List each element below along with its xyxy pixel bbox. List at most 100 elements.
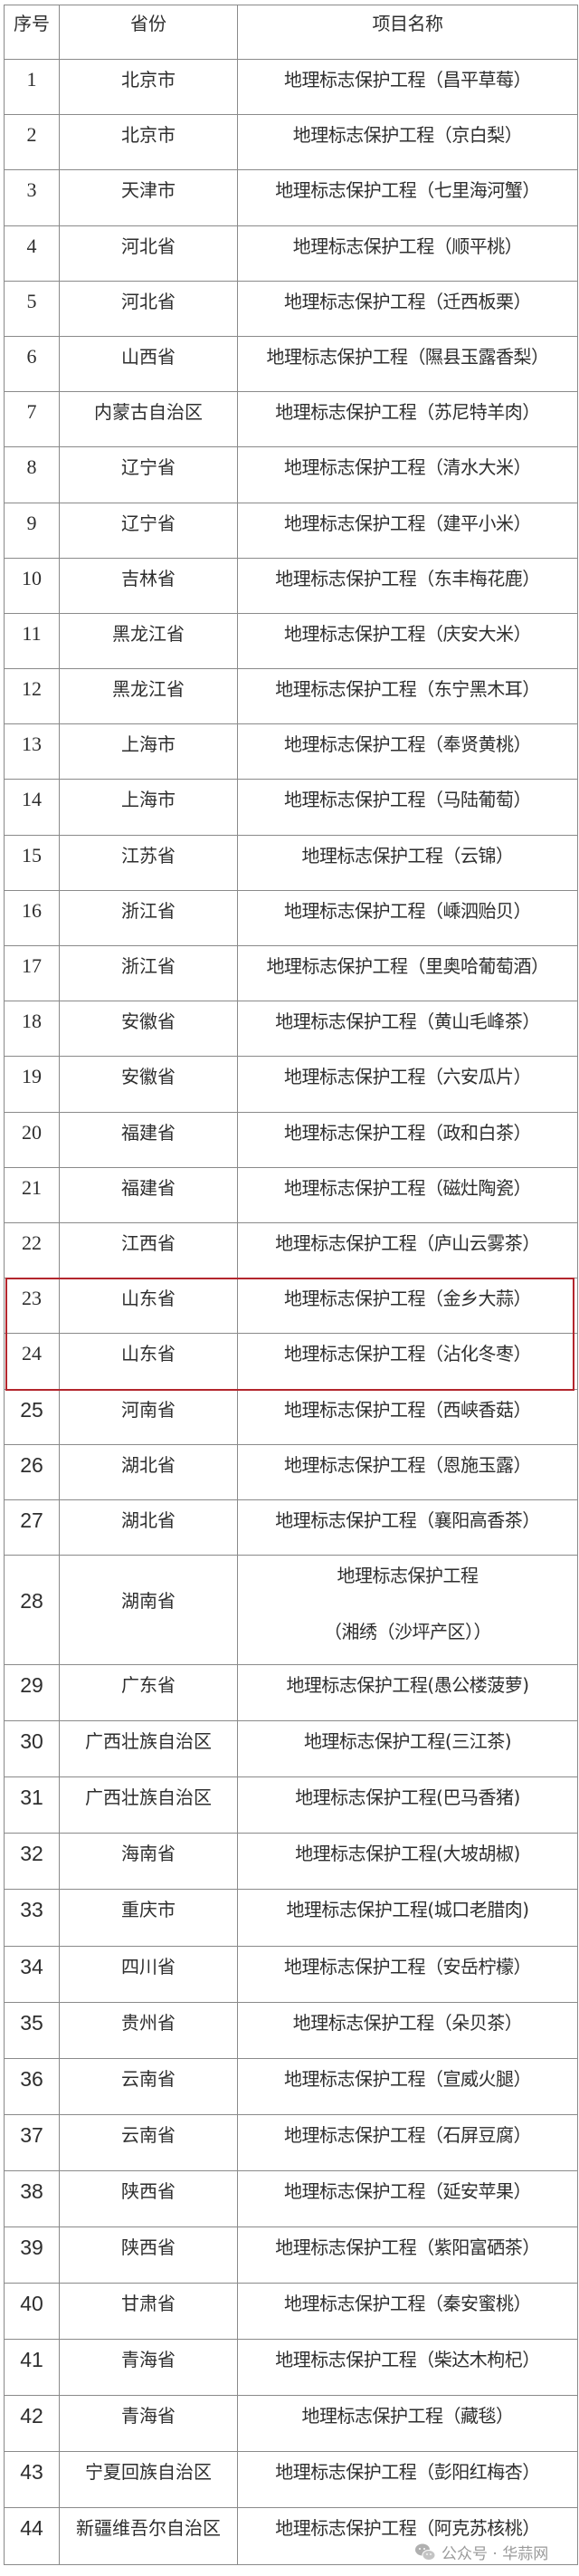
row-number: 9 <box>5 503 60 558</box>
table-row: 14 上海市 地理标志保护工程（马陆葡萄） <box>5 780 578 836</box>
project-cell: 地理标志保护工程（昌平草莓） <box>238 60 578 115</box>
province-cell: 广西壮族自治区 <box>60 1777 238 1834</box>
province-cell: 湖南省 <box>60 1556 238 1665</box>
table-row: 32 海南省 地理标志保护工程(大坡胡椒) <box>5 1834 578 1891</box>
row-number: 33 <box>5 1890 60 1946</box>
project-cell: 地理标志保护工程（柴达木枸杞） <box>238 2340 578 2396</box>
table-row: 44 新疆维吾尔自治区 地理标志保护工程（阿克苏核桃） <box>5 2508 578 2565</box>
row-number: 3 <box>5 170 60 225</box>
project-cell: 地理标志保护工程（迁西板栗） <box>238 281 578 336</box>
project-cell: 地理标志保护工程（恩施玉露） <box>238 1444 578 1499</box>
province-cell: 浙江省 <box>60 946 238 1001</box>
province-cell: 黑龙江省 <box>60 669 238 724</box>
province-cell: 贵州省 <box>60 2002 238 2058</box>
project-line-1: 地理标志保护工程 <box>337 1565 479 1587</box>
row-number: 19 <box>5 1057 60 1112</box>
row-number: 14 <box>5 780 60 835</box>
watermark: 公众号 · 华蒜网 <box>414 2541 548 2563</box>
project-cell: 地理标志保护工程(三江茶) <box>238 1721 578 1777</box>
province-cell: 福建省 <box>60 1167 238 1222</box>
project-cell: 地理标志保护工程（黄山毛峰茶） <box>238 1001 578 1057</box>
table-row: 13 上海市 地理标志保护工程（奉贤黄桃） <box>5 724 578 780</box>
province-cell: 青海省 <box>60 2340 238 2396</box>
project-cell: 地理标志保护工程（朵贝茶） <box>238 2002 578 2058</box>
project-cell: 地理标志保护工程（六安瓜片） <box>238 1057 578 1112</box>
project-cell: 地理标志保护工程（秦安蜜桃） <box>238 2284 578 2340</box>
table-row: 29 广东省 地理标志保护工程(愚公楼菠萝) <box>5 1665 578 1722</box>
province-cell: 河南省 <box>60 1389 238 1444</box>
table-row: 9 辽宁省 地理标志保护工程（建平小米） <box>5 503 578 559</box>
province-cell: 宁夏回族自治区 <box>60 2452 238 2508</box>
row-number: 29 <box>5 1665 60 1721</box>
row-number: 36 <box>5 2058 60 2114</box>
province-cell: 湖北省 <box>60 1444 238 1499</box>
province-cell: 湖北省 <box>60 1499 238 1556</box>
province-cell: 上海市 <box>60 780 238 835</box>
row-number: 27 <box>5 1499 60 1556</box>
table-row: 4 河北省 地理标志保护工程（顺平桃） <box>5 225 578 282</box>
table-row: 38 陕西省 地理标志保护工程（延安苹果） <box>5 2170 578 2227</box>
table-row: 20 福建省 地理标志保护工程（政和白茶） <box>5 1112 578 1168</box>
province-cell: 广东省 <box>60 1665 238 1721</box>
row-number: 17 <box>5 946 60 1001</box>
project-cell: 地理标志保护工程（藏毯） <box>238 2396 578 2452</box>
row-number: 32 <box>5 1834 60 1890</box>
table-row: 6 山西省 地理标志保护工程（隰县玉露香梨） <box>5 336 578 393</box>
project-cell: 地理标志保护工程(巴马香猪) <box>238 1777 578 1834</box>
table-row: 28 湖南省 地理标志保护工程 （湘绣（沙坪产区）） <box>5 1556 578 1666</box>
row-number: 6 <box>5 336 60 392</box>
table-row: 10 吉林省 地理标志保护工程（东丰梅花鹿） <box>5 558 578 614</box>
row-number: 42 <box>5 2396 60 2452</box>
province-cell: 上海市 <box>60 724 238 780</box>
table-row: 3 天津市 地理标志保护工程（七里海河蟹） <box>5 170 578 226</box>
province-cell: 辽宁省 <box>60 503 238 558</box>
province-cell: 新疆维吾尔自治区 <box>60 2508 238 2564</box>
province-cell: 安徽省 <box>60 1057 238 1112</box>
table-row: 12 黑龙江省 地理标志保护工程（东宁黑木耳） <box>5 669 578 725</box>
project-table: 序号 省份 项目名称 1 北京市 地理标志保护工程（昌平草莓） 2 北京市 地理标志保护工… <box>4 5 578 2565</box>
table-row: 18 安徽省 地理标志保护工程（黄山毛峰茶） <box>5 1001 578 1058</box>
row-number: 4 <box>5 225 60 281</box>
row-number: 13 <box>5 724 60 780</box>
row-number: 39 <box>5 2227 60 2284</box>
header-no: 序号 <box>5 5 60 59</box>
project-cell: 地理标志保护工程（政和白茶） <box>238 1112 578 1167</box>
row-number: 22 <box>5 1222 60 1278</box>
province-cell: 重庆市 <box>60 1890 238 1946</box>
table-row: 7 内蒙古自治区 地理标志保护工程（苏尼特羊肉） <box>5 392 578 448</box>
table-row: 41 青海省 地理标志保护工程（柴达木枸杞） <box>5 2340 578 2397</box>
project-cell: 地理标志保护工程（顺平桃） <box>238 225 578 281</box>
province-cell: 福建省 <box>60 1112 238 1167</box>
row-number: 16 <box>5 890 60 945</box>
table-row: 27 湖北省 地理标志保护工程（襄阳高香茶） <box>5 1499 578 1556</box>
table-row: 30 广西壮族自治区 地理标志保护工程(三江茶) <box>5 1721 578 1778</box>
row-number: 34 <box>5 1946 60 2002</box>
row-number: 35 <box>5 2002 60 2058</box>
province-cell: 辽宁省 <box>60 447 238 503</box>
row-number: 31 <box>5 1777 60 1834</box>
province-cell: 陕西省 <box>60 2227 238 2284</box>
row-number: 15 <box>5 835 60 890</box>
province-cell: 北京市 <box>60 60 238 115</box>
table-row: 36 云南省 地理标志保护工程（宣威火腿） <box>5 2058 578 2115</box>
project-cell: 地理标志保护工程（马陆葡萄） <box>238 780 578 835</box>
row-number: 44 <box>5 2508 60 2564</box>
province-cell: 云南省 <box>60 2058 238 2114</box>
table-row: 19 安徽省 地理标志保护工程（六安瓜片） <box>5 1057 578 1113</box>
table-row: 11 黑龙江省 地理标志保护工程（庆安大米） <box>5 613 578 670</box>
project-cell: 地理标志保护工程（清水大米） <box>238 447 578 503</box>
project-cell: 地理标志保护工程（安岳柠檬） <box>238 1946 578 2002</box>
table-header-row: 序号 省份 项目名称 <box>5 5 578 60</box>
row-number: 10 <box>5 558 60 613</box>
project-cell: 地理标志保护工程（延安苹果） <box>238 2170 578 2226</box>
project-cell: 地理标志保护工程（七里海河蟹） <box>238 170 578 225</box>
project-cell: 地理标志保护工程（磁灶陶瓷） <box>238 1167 578 1222</box>
table-row: 40 甘肃省 地理标志保护工程（秦安蜜桃） <box>5 2284 578 2341</box>
table-row: 26 湖北省 地理标志保护工程（恩施玉露） <box>5 1444 578 1500</box>
row-number: 18 <box>5 1001 60 1057</box>
table-row: 34 四川省 地理标志保护工程（安岳柠檬） <box>5 1946 578 2003</box>
project-cell: 地理标志保护工程（东宁黑木耳） <box>238 669 578 724</box>
province-cell: 江西省 <box>60 1222 238 1278</box>
project-cell: 地理标志保护工程（建平小米） <box>238 503 578 558</box>
row-number: 12 <box>5 669 60 724</box>
